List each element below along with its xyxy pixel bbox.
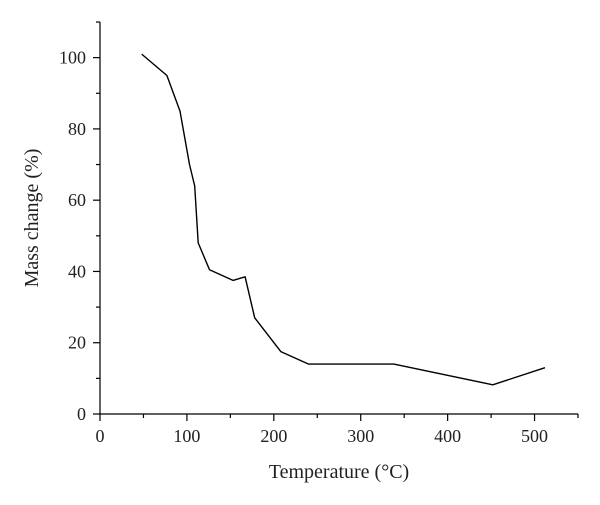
x-tick-label: 300 bbox=[347, 426, 374, 446]
x-tick-label: 100 bbox=[173, 426, 200, 446]
axis-ticks bbox=[93, 21, 579, 421]
axis-tick-labels: 0 100 200 300 400 500 0 20 40 60 80 100 bbox=[59, 48, 548, 446]
x-axis-title: Temperature (°C) bbox=[269, 461, 409, 483]
y-tick-label: 100 bbox=[59, 48, 86, 68]
y-tick-label: 80 bbox=[68, 119, 86, 139]
data-series bbox=[141, 53, 546, 386]
x-tick-label: 0 bbox=[96, 426, 105, 446]
mass-change-line bbox=[141, 53, 546, 386]
x-tick-label: 500 bbox=[521, 426, 548, 446]
y-tick-label: 60 bbox=[68, 190, 86, 210]
y-tick-label: 20 bbox=[68, 333, 86, 353]
x-tick-label: 200 bbox=[260, 426, 287, 446]
x-tick-label: 400 bbox=[434, 426, 461, 446]
y-tick-label: 0 bbox=[77, 404, 86, 424]
y-axis-title: Mass change (%) bbox=[21, 149, 43, 288]
y-tick-label: 40 bbox=[68, 261, 86, 281]
